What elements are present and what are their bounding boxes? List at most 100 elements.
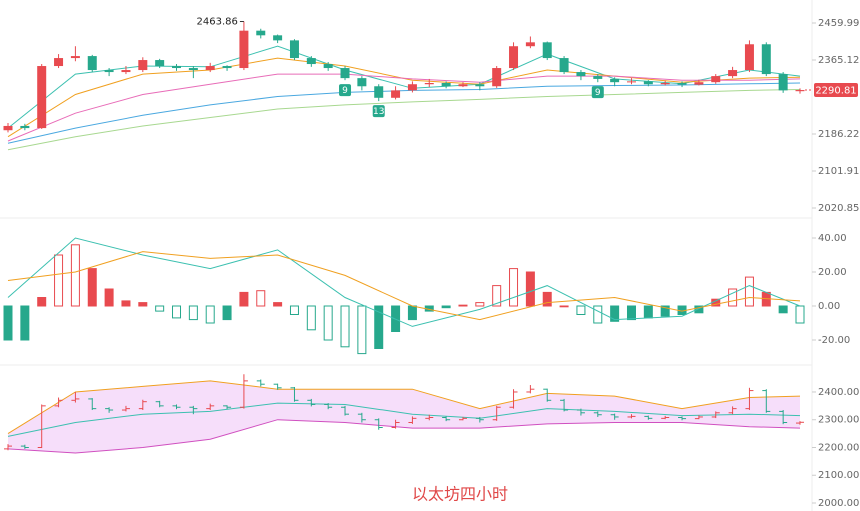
macd-bar bbox=[256, 290, 266, 307]
macd-bar bbox=[626, 305, 636, 321]
macd-bar bbox=[289, 305, 299, 315]
macd-bar bbox=[559, 305, 569, 308]
macd-bar bbox=[188, 305, 198, 321]
ma-line bbox=[7, 57, 801, 138]
last-price-box bbox=[814, 83, 858, 98]
candle-body bbox=[576, 72, 586, 77]
candle-body bbox=[475, 84, 485, 87]
macd-bar bbox=[509, 268, 519, 307]
candle-body bbox=[694, 82, 704, 85]
macd-bar bbox=[643, 305, 653, 319]
macd-bar bbox=[3, 305, 13, 341]
y-tick-label: 2459.99 bbox=[818, 18, 859, 29]
signal-text: 9 bbox=[342, 86, 348, 96]
macd-bar bbox=[239, 291, 249, 307]
candle-body bbox=[256, 30, 266, 36]
candle-body bbox=[340, 68, 350, 79]
ma-line bbox=[7, 402, 801, 437]
macd-bar bbox=[205, 305, 215, 324]
macd-bar bbox=[660, 305, 670, 317]
y-tick-label: 2300.00 bbox=[818, 415, 859, 426]
candle-body bbox=[795, 90, 805, 92]
candle-body bbox=[492, 68, 502, 87]
candle-body bbox=[424, 83, 434, 85]
y-tick-label: 20.00 bbox=[818, 267, 847, 278]
y-tick-label: 2101.91 bbox=[818, 166, 859, 177]
ma-line bbox=[7, 89, 801, 151]
candle-body bbox=[626, 81, 636, 83]
y-tick-label: 40.00 bbox=[818, 233, 847, 244]
ma-line bbox=[7, 237, 801, 327]
candle-body bbox=[711, 76, 721, 83]
y-tick-label: 2020.85 bbox=[818, 203, 859, 214]
y-tick-label: -20.00 bbox=[818, 335, 850, 346]
candle-body bbox=[20, 125, 30, 129]
y-tick-label: 2200.00 bbox=[818, 442, 859, 453]
signal-text: 13 bbox=[373, 107, 384, 117]
candle-body bbox=[643, 81, 653, 85]
candle-body bbox=[357, 78, 367, 87]
candle-body bbox=[593, 76, 603, 79]
macd-bar bbox=[104, 288, 114, 307]
ma-line bbox=[7, 419, 801, 454]
macd-bar bbox=[374, 305, 384, 349]
ma-line bbox=[7, 73, 801, 142]
candle-body bbox=[441, 83, 451, 87]
candle-body bbox=[391, 90, 401, 98]
macd-bar bbox=[172, 305, 182, 319]
signal-badge bbox=[591, 86, 604, 99]
ma-line bbox=[7, 251, 801, 321]
macd-bar bbox=[694, 305, 704, 314]
candle-body bbox=[542, 42, 552, 59]
candle-body bbox=[610, 78, 620, 83]
candle-body bbox=[172, 66, 182, 69]
macd-bar bbox=[306, 305, 316, 331]
y-tick-label: 2100.00 bbox=[818, 470, 859, 481]
candle-body bbox=[273, 35, 283, 41]
macd-bar bbox=[778, 305, 788, 314]
y-tick-label: 0.00 bbox=[818, 301, 840, 312]
candle-body bbox=[778, 74, 788, 91]
macd-bar bbox=[20, 305, 30, 341]
candle-body bbox=[87, 56, 97, 71]
macd-bar bbox=[155, 305, 165, 312]
candle-body bbox=[54, 58, 64, 67]
peak-label: 2463.86 bbox=[197, 17, 238, 28]
y-tick-label: 2000.00 bbox=[818, 498, 859, 509]
candle-body bbox=[559, 58, 569, 73]
ma-line bbox=[7, 45, 801, 129]
caption: 以太坊四小时 bbox=[412, 485, 508, 504]
macd-bar bbox=[357, 305, 367, 355]
band-fill bbox=[8, 380, 800, 454]
ma-line bbox=[7, 380, 801, 435]
macd-bar bbox=[441, 305, 451, 309]
candle-body bbox=[525, 42, 535, 47]
candle-body bbox=[458, 84, 468, 87]
candle-body bbox=[407, 84, 417, 91]
candle-body bbox=[728, 70, 738, 77]
macd-bar bbox=[728, 288, 738, 307]
macd-bar bbox=[795, 305, 805, 324]
macd-bar bbox=[87, 268, 97, 307]
candle-body bbox=[306, 58, 316, 65]
macd-bar bbox=[222, 305, 232, 321]
candle-body bbox=[3, 125, 13, 131]
macd-bar bbox=[407, 305, 417, 321]
signal-text: 9 bbox=[595, 88, 601, 98]
candle-body bbox=[37, 66, 47, 129]
candle-body bbox=[677, 83, 687, 85]
macd-bar bbox=[458, 304, 468, 307]
candle-body bbox=[188, 68, 198, 71]
signal-badge bbox=[339, 84, 352, 97]
candle-body bbox=[239, 30, 249, 69]
candle-body bbox=[509, 46, 519, 69]
y-tick-label: 2400.00 bbox=[818, 387, 859, 398]
macd-bar bbox=[492, 285, 502, 307]
candle-body bbox=[374, 86, 384, 98]
y-tick-label: 2186.22 bbox=[818, 129, 859, 140]
macd-bar bbox=[542, 291, 552, 307]
macd-bar bbox=[70, 244, 80, 307]
macd-bar bbox=[37, 297, 47, 307]
candle-body bbox=[660, 83, 670, 85]
candle-body bbox=[323, 64, 333, 69]
